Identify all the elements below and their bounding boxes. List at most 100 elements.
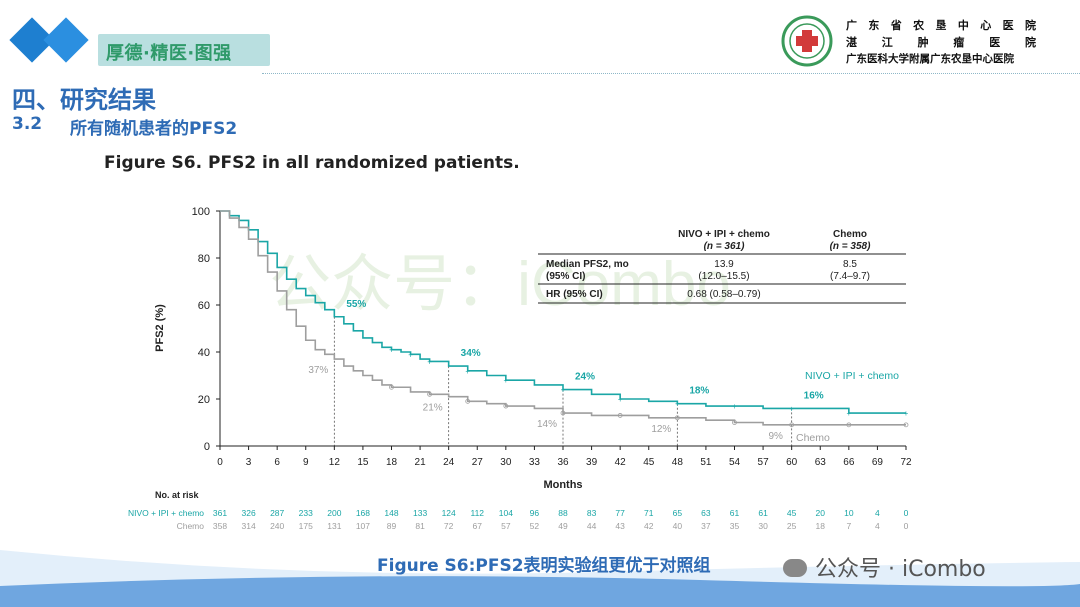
table-row2-label: HR (95% CI) xyxy=(546,289,603,300)
nivo-annotation: 24% xyxy=(575,372,595,383)
at-risk-nivo-value: 61 xyxy=(730,508,740,518)
nivo-annotation: 18% xyxy=(689,386,709,397)
at-risk-chemo-value: 4 xyxy=(875,521,880,531)
y-tick-label: 100 xyxy=(192,206,210,218)
x-tick-label: 15 xyxy=(357,457,369,468)
x-tick-label: 54 xyxy=(729,457,741,468)
x-tick-label: 18 xyxy=(386,457,398,468)
at-risk-title: No. at risk xyxy=(155,490,200,500)
x-tick-label: 24 xyxy=(443,457,455,468)
x-tick-label: 3 xyxy=(246,457,252,468)
x-tick-label: 66 xyxy=(843,457,855,468)
at-risk-nivo-value: 148 xyxy=(384,508,398,518)
at-risk-nivo-value: 83 xyxy=(587,508,597,518)
x-tick-label: 51 xyxy=(700,457,712,468)
nivo-censor-mark: + xyxy=(732,402,737,411)
chemo-censor-mark xyxy=(389,384,394,390)
chemo-annotation: 9% xyxy=(768,431,783,442)
at-risk-nivo-value: 63 xyxy=(701,508,711,518)
x-tick-label: 30 xyxy=(500,457,512,468)
at-risk-chemo-value: 40 xyxy=(673,521,683,531)
at-risk-nivo-value: 0 xyxy=(904,508,909,518)
at-risk-nivo-value: 233 xyxy=(299,508,313,518)
at-risk-chemo-value: 0 xyxy=(904,521,909,531)
table-col1-n: (n = 361) xyxy=(704,241,746,252)
figure-caption: Figure S6:PFS2表明实验组更优于对照组 xyxy=(377,556,711,576)
x-tick-label: 63 xyxy=(815,457,827,468)
at-risk-nivo-value: 133 xyxy=(413,508,427,518)
chemo-annotation: 12% xyxy=(651,424,671,435)
summary-table: NIVO + IPI + chemo (n = 361) Chemo (n = … xyxy=(538,229,906,304)
y-tick-label: 40 xyxy=(198,347,210,359)
tagline-text: 厚德·精医·图强 xyxy=(106,43,232,64)
x-tick-label: 39 xyxy=(586,457,598,468)
at-risk-chemo-value: 7 xyxy=(846,521,851,531)
subsection-number: 3.2 xyxy=(12,114,43,134)
at-risk-nivo-value: 88 xyxy=(558,508,568,518)
chemo-curve xyxy=(220,210,906,426)
chemo-censor-mark xyxy=(789,422,795,428)
header-divider xyxy=(262,73,1080,74)
at-risk-chemo-value: 35 xyxy=(730,521,740,531)
series-label-chemo: Chemo xyxy=(796,432,830,444)
at-risk-nivo-value: 168 xyxy=(356,508,370,518)
nivo-censor-mark: + xyxy=(389,346,394,355)
bottom-wave-band xyxy=(0,550,1080,607)
nivo-censor-mark: + xyxy=(465,367,470,376)
chemo-censor-mark xyxy=(846,422,852,428)
series-label-nivo: NIVO + IPI + chemo xyxy=(805,370,899,382)
at-risk-chemo-value: 67 xyxy=(473,521,483,531)
chemo-censor-mark xyxy=(617,413,623,418)
nivo-censor-mark: + xyxy=(789,404,794,413)
y-tick-label: 80 xyxy=(198,253,210,265)
at-risk-chemo-value: 37 xyxy=(701,521,711,531)
nivo-censor-mark: + xyxy=(618,395,623,404)
y-tick-label: 0 xyxy=(204,441,210,453)
x-axis-label: Months xyxy=(543,479,582,491)
nivo-censor-mark: + xyxy=(427,357,432,366)
at-risk-chemo-value: 72 xyxy=(444,521,454,531)
chemo-annotation: 14% xyxy=(537,419,557,430)
at-risk-row-chemo-name: Chemo xyxy=(177,521,205,531)
chemo-censor-mark xyxy=(427,391,433,397)
at-risk-chemo-value: 89 xyxy=(387,521,397,531)
x-tick-label: 36 xyxy=(557,457,569,468)
at-risk-nivo-value: 4 xyxy=(875,508,880,518)
y-axis-label: PFS2 (%) xyxy=(154,304,166,352)
at-risk-nivo-value: 124 xyxy=(442,508,456,518)
at-risk-chemo-value: 18 xyxy=(816,521,826,531)
at-risk-row-nivo-name: NIVO + IPI + chemo xyxy=(128,508,204,518)
at-risk-nivo-value: 200 xyxy=(327,508,341,518)
x-tick-label: 0 xyxy=(217,457,223,468)
nivo-censor-mark: + xyxy=(561,386,566,395)
x-tick-label: 27 xyxy=(472,457,484,468)
at-risk-chemo-value: 314 xyxy=(241,521,255,531)
chemo-censor-mark xyxy=(503,403,509,409)
at-risk-nivo-value: 287 xyxy=(270,508,284,518)
at-risk-chemo-value: 43 xyxy=(615,521,625,531)
x-tick-label: 69 xyxy=(872,457,884,468)
x-tick-label: 57 xyxy=(758,457,770,468)
x-tick-label: 9 xyxy=(303,457,309,468)
at-risk-nivo-value: 45 xyxy=(787,508,797,518)
table-row1-v1: 13.9 xyxy=(714,259,734,270)
x-tick-label: 45 xyxy=(643,457,655,468)
hospital-name-block: 广 东 省 农 垦 中 心 医 院 湛 江 肿 瘤 医 院 广东医科大学附属广东… xyxy=(846,17,1036,68)
at-risk-chemo-value: 30 xyxy=(758,521,768,531)
x-tick-label: 21 xyxy=(415,457,427,468)
at-risk-chemo-value: 44 xyxy=(587,521,597,531)
at-risk-nivo-value: 104 xyxy=(499,508,513,518)
table-col1-name: NIVO + IPI + chemo xyxy=(678,229,770,240)
x-tick-label: 72 xyxy=(900,457,912,468)
chemo-annotation: 21% xyxy=(423,403,443,414)
nivo-annotation: 34% xyxy=(461,348,481,359)
table-row1-label: Median PFS2, mo xyxy=(546,259,629,270)
x-tick-label: 42 xyxy=(615,457,627,468)
at-risk-nivo-value: 71 xyxy=(644,508,654,518)
table-row1-v1-ci: (12.0–15.5) xyxy=(698,271,749,282)
table-row1-v2: 8.5 xyxy=(843,259,857,270)
table-row1-v2-ci: (7.4–9.7) xyxy=(830,271,870,282)
nivo-censor-mark: + xyxy=(846,409,851,418)
at-risk-nivo-value: 96 xyxy=(530,508,540,518)
